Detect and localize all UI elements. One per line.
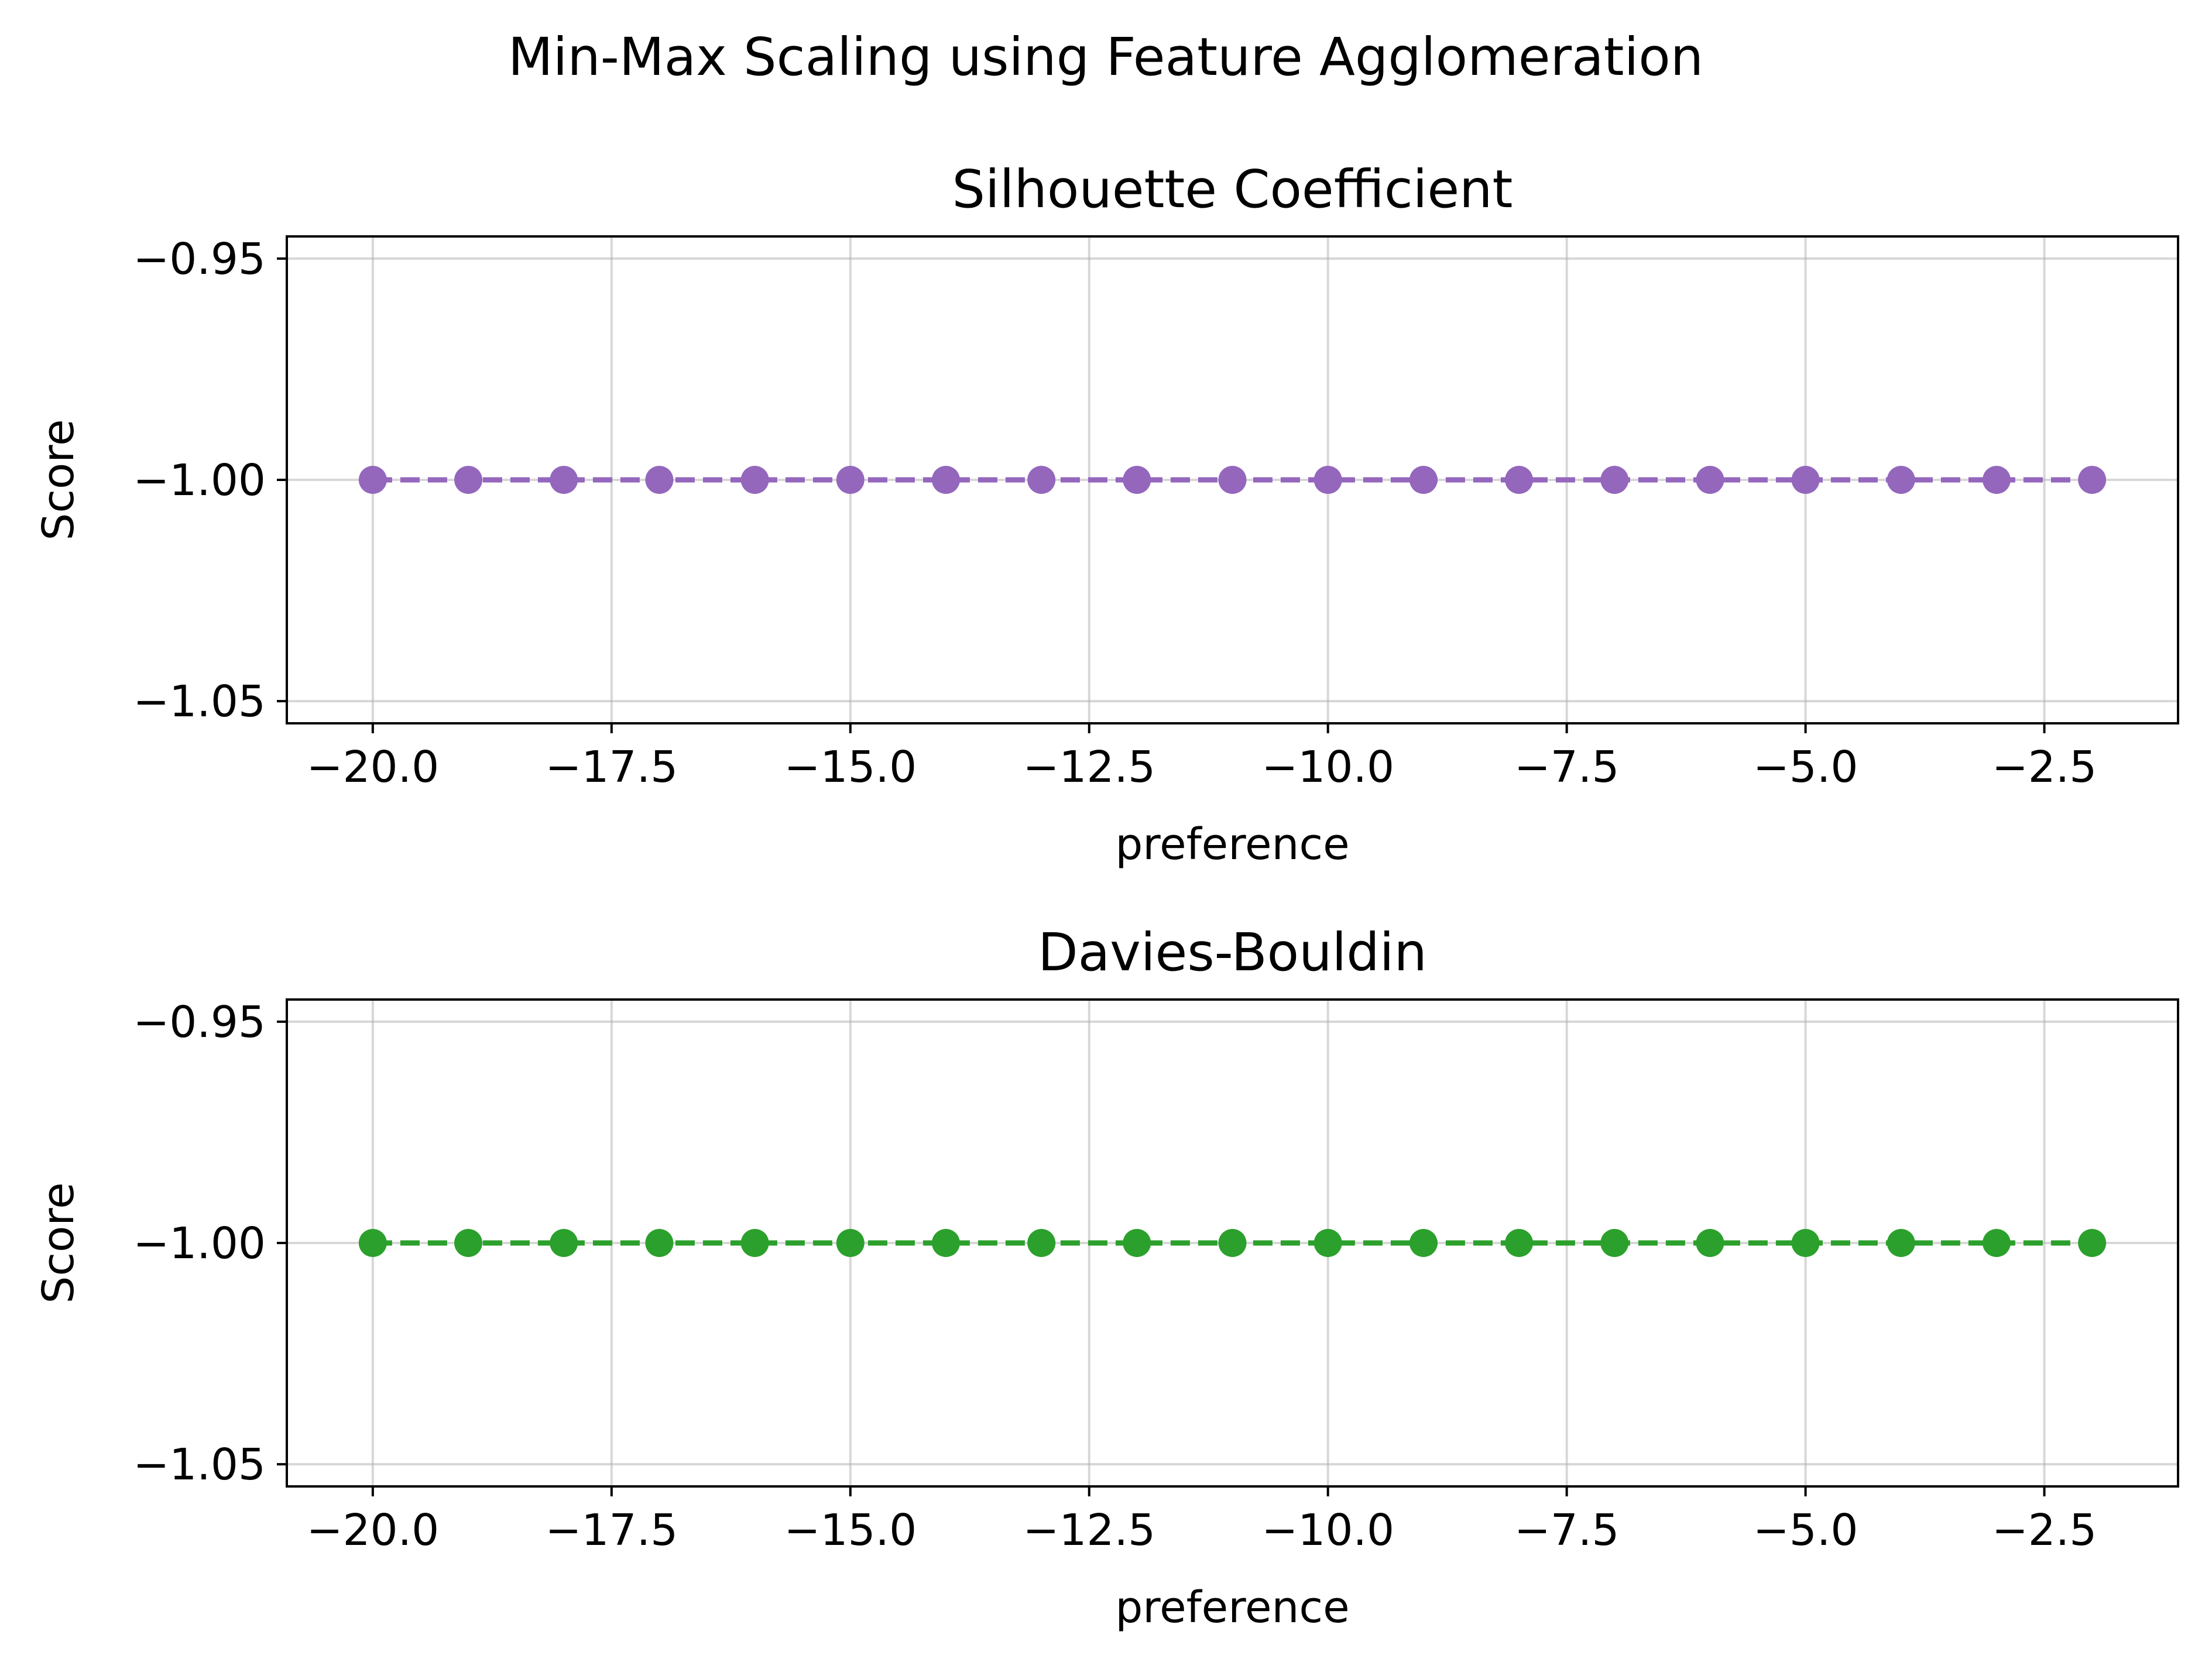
- data-point: [836, 466, 865, 494]
- data-point: [454, 466, 483, 494]
- y-tick-label: −0.95: [133, 997, 266, 1048]
- data-point: [1027, 466, 1056, 494]
- x-tick-label: −15.0: [784, 1505, 917, 1555]
- figure-title: Min-Max Scaling using Feature Agglomerat…: [508, 26, 1703, 87]
- data-point: [645, 466, 674, 494]
- data-point: [2078, 466, 2107, 494]
- x-tick-label: −2.5: [1992, 1505, 2097, 1555]
- data-point: [931, 1229, 960, 1257]
- data-point: [836, 1229, 865, 1257]
- data-point: [550, 466, 578, 494]
- x-tick-label: −20.0: [306, 1505, 439, 1555]
- data-point: [1887, 1229, 1915, 1257]
- data-point: [358, 1229, 387, 1257]
- axes-container: −20.0 −17.5 −15.0 −12.5 −10.0 −7.5 −5.0 −2.5 −0.…: [33, 159, 2179, 1633]
- data-point: [1600, 466, 1629, 494]
- data-point: [1887, 466, 1915, 494]
- data-point: [1600, 1229, 1629, 1257]
- data-point: [1505, 466, 1534, 494]
- axes-title: Davies-Bouldin: [1038, 922, 1427, 983]
- x-tick-label: −15.0: [784, 742, 917, 792]
- axes-1: −20.0 −17.5 −15.0 −12.5 −10.0 −7.5 −5.0 −2.5 −0.…: [33, 159, 2179, 870]
- data-point: [2078, 1229, 2107, 1257]
- data-point: [1505, 1229, 1534, 1257]
- data-point: [1123, 466, 1151, 494]
- x-tick-label: −10.0: [1261, 1505, 1394, 1555]
- data-point: [1314, 466, 1342, 494]
- data-point: [740, 466, 769, 494]
- data-point: [1409, 1229, 1438, 1257]
- data-point: [1218, 1229, 1247, 1257]
- data-point: [1409, 466, 1438, 494]
- x-tick-label: −7.5: [1514, 1505, 1620, 1555]
- x-tick-label: −12.5: [1023, 742, 1155, 792]
- axes-title: Silhouette Coefficient: [952, 159, 1513, 219]
- data-point: [740, 1229, 769, 1257]
- x-tick-label: −20.0: [306, 742, 439, 792]
- x-axis-label: preference: [1115, 819, 1349, 870]
- data-point: [931, 466, 960, 494]
- data-point: [1218, 466, 1247, 494]
- x-tick-label: −7.5: [1514, 742, 1620, 792]
- data-point: [1791, 1229, 1820, 1257]
- x-tick-label: −10.0: [1261, 742, 1394, 792]
- data-point: [1982, 466, 2011, 494]
- axes-2: −20.0 −17.5 −15.0 −12.5 −10.0 −7.5 −5.0 −2.5 −0.…: [33, 922, 2179, 1633]
- data-point: [1696, 466, 1724, 494]
- y-axis-label: Score: [33, 1182, 84, 1303]
- x-tick-label: −5.0: [1753, 742, 1858, 792]
- x-tick-label: −17.5: [545, 1505, 678, 1555]
- data-point: [1123, 1229, 1151, 1257]
- x-tick-label: −5.0: [1753, 1505, 1858, 1555]
- data-point: [645, 1229, 674, 1257]
- x-tick-label: −17.5: [545, 742, 678, 792]
- data-point: [1027, 1229, 1056, 1257]
- y-tick-label: −1.00: [133, 1218, 266, 1269]
- data-point: [1696, 1229, 1724, 1257]
- data-point: [358, 466, 387, 494]
- data-point: [454, 1229, 483, 1257]
- data-point: [1314, 1229, 1342, 1257]
- y-tick-label: −0.95: [133, 234, 266, 284]
- data-point: [1982, 1229, 2011, 1257]
- x-tick-label: −2.5: [1992, 742, 2097, 792]
- x-tick-label: −12.5: [1023, 1505, 1155, 1555]
- y-tick-label: −1.05: [133, 676, 266, 727]
- data-point: [550, 1229, 578, 1257]
- y-axis-label: Score: [33, 419, 84, 540]
- data-point: [1791, 466, 1820, 494]
- y-tick-label: −1.00: [133, 455, 266, 506]
- x-axis-label: preference: [1115, 1582, 1349, 1633]
- y-tick-label: −1.05: [133, 1440, 266, 1490]
